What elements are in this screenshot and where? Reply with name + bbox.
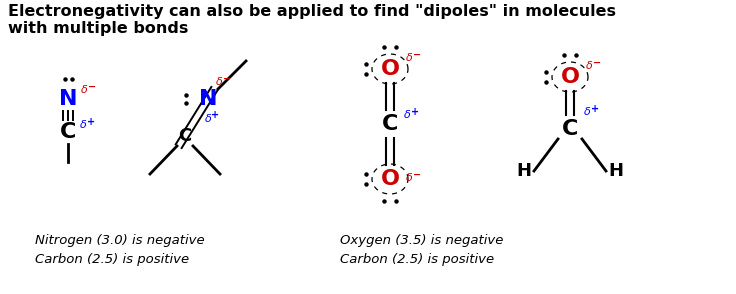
Text: δ: δ bbox=[404, 110, 411, 120]
Text: +: + bbox=[87, 117, 95, 127]
Text: −: − bbox=[413, 50, 421, 60]
Text: with multiple bonds: with multiple bonds bbox=[8, 21, 188, 36]
Text: C: C bbox=[178, 127, 191, 145]
Text: δ: δ bbox=[584, 107, 591, 117]
Text: Oxygen (3.5) is negative
Carbon (2.5) is positive: Oxygen (3.5) is negative Carbon (2.5) is… bbox=[340, 234, 503, 266]
Text: H: H bbox=[517, 162, 531, 180]
Text: +: + bbox=[411, 107, 419, 117]
Text: −: − bbox=[88, 82, 96, 92]
Text: +: + bbox=[211, 111, 219, 121]
Text: O: O bbox=[381, 59, 400, 79]
Text: N: N bbox=[199, 89, 217, 109]
Text: δ: δ bbox=[586, 61, 592, 71]
Text: −: − bbox=[593, 58, 601, 68]
Text: δ: δ bbox=[80, 120, 87, 130]
Text: Nitrogen (3.0) is negative
Carbon (2.5) is positive: Nitrogen (3.0) is negative Carbon (2.5) … bbox=[35, 234, 205, 266]
Text: C: C bbox=[562, 119, 578, 139]
Text: δ: δ bbox=[216, 77, 223, 87]
Text: Electronegativity can also be applied to find "dipoles" in molecules: Electronegativity can also be applied to… bbox=[8, 4, 616, 19]
Text: δ: δ bbox=[406, 173, 413, 183]
Text: N: N bbox=[59, 89, 77, 109]
Text: δ: δ bbox=[205, 113, 211, 123]
Text: −: − bbox=[223, 74, 231, 84]
Text: H: H bbox=[609, 162, 623, 180]
Text: C: C bbox=[382, 114, 398, 134]
Text: C: C bbox=[60, 122, 77, 142]
Text: δ: δ bbox=[406, 53, 413, 63]
Text: O: O bbox=[561, 67, 579, 87]
Text: O: O bbox=[381, 169, 400, 189]
Text: +: + bbox=[591, 104, 599, 114]
Text: −: − bbox=[413, 170, 421, 180]
Text: δ: δ bbox=[81, 85, 88, 95]
